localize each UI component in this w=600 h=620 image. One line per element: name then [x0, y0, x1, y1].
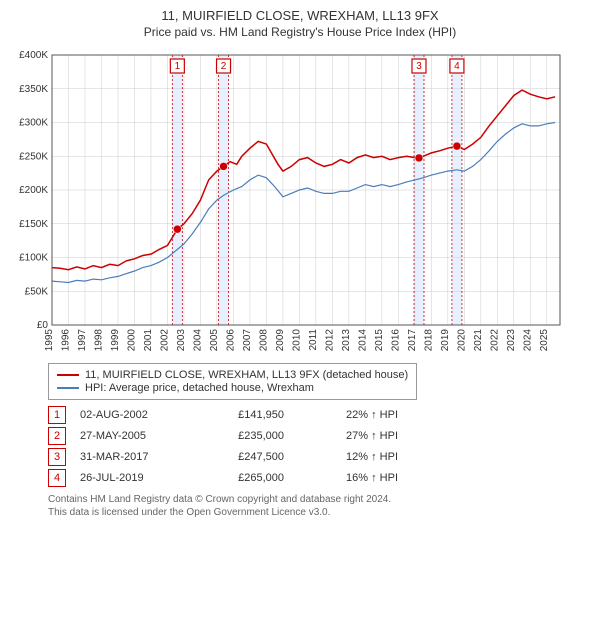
svg-text:3: 3: [416, 61, 422, 72]
svg-text:2025: 2025: [539, 329, 550, 352]
event-price: £235,000: [204, 430, 284, 442]
svg-text:1: 1: [175, 61, 181, 72]
event-row: 4 26-JUL-2019 £265,000 16% ↑ HPI: [48, 469, 592, 487]
chart-subtitle: Price paid vs. HM Land Registry's House …: [8, 25, 592, 39]
footer: Contains HM Land Registry data © Crown c…: [48, 493, 592, 519]
svg-text:2021: 2021: [473, 329, 484, 352]
svg-text:2011: 2011: [308, 329, 319, 351]
svg-text:£50K: £50K: [25, 286, 49, 297]
svg-text:£100K: £100K: [19, 253, 48, 264]
svg-text:1997: 1997: [77, 329, 88, 352]
event-date: 31-MAR-2017: [80, 451, 190, 463]
svg-text:2009: 2009: [275, 329, 286, 352]
event-date: 02-AUG-2002: [80, 409, 190, 421]
svg-text:2004: 2004: [192, 329, 203, 352]
legend-item-2: HPI: Average price, detached house, Wrex…: [57, 382, 408, 394]
event-pct: 16% ↑ HPI: [298, 472, 398, 484]
svg-text:£300K: £300K: [19, 118, 48, 129]
legend-label-1: 11, MUIRFIELD CLOSE, WREXHAM, LL13 9FX (…: [85, 369, 408, 381]
svg-text:1995: 1995: [44, 329, 55, 352]
event-date: 27-MAY-2005: [80, 430, 190, 442]
chart-container: £0£50K£100K£150K£200K£250K£300K£350K£400…: [8, 47, 592, 357]
event-number: 4: [48, 469, 66, 487]
svg-text:2005: 2005: [209, 329, 220, 352]
svg-text:1999: 1999: [110, 329, 121, 352]
svg-text:2012: 2012: [324, 329, 335, 352]
event-pct: 27% ↑ HPI: [298, 430, 398, 442]
event-row: 2 27-MAY-2005 £235,000 27% ↑ HPI: [48, 427, 592, 445]
svg-text:2014: 2014: [357, 329, 368, 352]
event-row: 1 02-AUG-2002 £141,950 22% ↑ HPI: [48, 406, 592, 424]
footer-line-1: Contains HM Land Registry data © Crown c…: [48, 493, 592, 506]
svg-text:2001: 2001: [143, 329, 154, 352]
svg-text:2024: 2024: [522, 329, 533, 352]
svg-text:2015: 2015: [374, 329, 385, 352]
legend-label-2: HPI: Average price, detached house, Wrex…: [85, 382, 314, 394]
svg-text:2020: 2020: [456, 329, 467, 352]
svg-text:2016: 2016: [390, 329, 401, 352]
svg-text:2018: 2018: [423, 329, 434, 352]
svg-text:2002: 2002: [159, 329, 170, 352]
svg-text:2022: 2022: [489, 329, 500, 352]
event-price: £141,950: [204, 409, 284, 421]
chart-title: 11, MUIRFIELD CLOSE, WREXHAM, LL13 9FX: [8, 8, 592, 23]
svg-text:4: 4: [454, 61, 460, 72]
svg-text:2019: 2019: [440, 329, 451, 352]
svg-text:2: 2: [221, 61, 227, 72]
legend-swatch-2: [57, 387, 79, 389]
event-price: £265,000: [204, 472, 284, 484]
event-number: 3: [48, 448, 66, 466]
event-pct: 22% ↑ HPI: [298, 409, 398, 421]
event-pct: 12% ↑ HPI: [298, 451, 398, 463]
svg-text:£150K: £150K: [19, 219, 48, 230]
svg-text:£250K: £250K: [19, 151, 48, 162]
svg-text:£350K: £350K: [19, 84, 48, 95]
svg-text:2010: 2010: [291, 329, 302, 352]
legend-item-1: 11, MUIRFIELD CLOSE, WREXHAM, LL13 9FX (…: [57, 369, 408, 381]
svg-text:2017: 2017: [407, 329, 418, 352]
legend-swatch-1: [57, 374, 79, 376]
svg-text:2000: 2000: [126, 329, 137, 352]
svg-text:2023: 2023: [506, 329, 517, 352]
svg-text:2008: 2008: [258, 329, 269, 352]
event-date: 26-JUL-2019: [80, 472, 190, 484]
svg-text:2003: 2003: [176, 329, 187, 352]
event-row: 3 31-MAR-2017 £247,500 12% ↑ HPI: [48, 448, 592, 466]
svg-text:£400K: £400K: [19, 50, 48, 61]
svg-text:1998: 1998: [93, 329, 104, 352]
svg-text:2013: 2013: [341, 329, 352, 352]
svg-text:1996: 1996: [60, 329, 71, 352]
event-number: 1: [48, 406, 66, 424]
line-chart: £0£50K£100K£150K£200K£250K£300K£350K£400…: [8, 47, 568, 357]
event-price: £247,500: [204, 451, 284, 463]
event-table: 1 02-AUG-2002 £141,950 22% ↑ HPI 2 27-MAY-200…: [48, 406, 592, 487]
legend: 11, MUIRFIELD CLOSE, WREXHAM, LL13 9FX (…: [48, 363, 417, 400]
svg-text:2007: 2007: [242, 329, 253, 352]
svg-text:£200K: £200K: [19, 185, 48, 196]
svg-text:2006: 2006: [225, 329, 236, 352]
event-number: 2: [48, 427, 66, 445]
footer-line-2: This data is licensed under the Open Gov…: [48, 506, 592, 519]
